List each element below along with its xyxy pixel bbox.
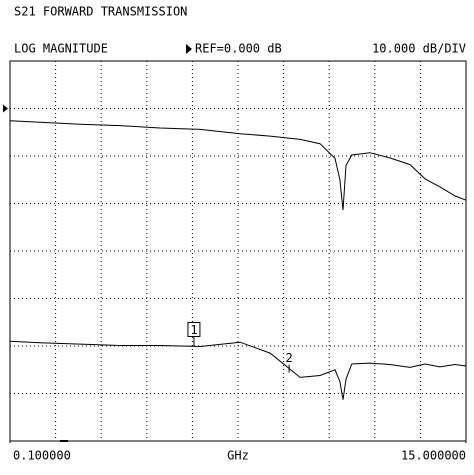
x-tick-label: 15.000000 <box>401 449 466 463</box>
reference-label: REF=0.000 dB <box>195 42 282 56</box>
trace <box>9 120 467 211</box>
marker-label: 2 <box>285 351 292 365</box>
marker-box <box>187 321 201 337</box>
chart-title: S21 FORWARD TRANSMISSION <box>14 5 187 19</box>
ref-arrow-icon <box>186 44 192 54</box>
trace <box>9 340 467 400</box>
x-tick-label: 0.100000 <box>13 449 71 463</box>
marker-label: 1 <box>190 323 197 337</box>
x-axis-label: GHz <box>227 449 249 463</box>
reference-marker <box>3 104 8 113</box>
scale-label: 10.000 dB/DIV <box>372 42 466 56</box>
format-label: LOG MAGNITUDE <box>14 42 108 56</box>
